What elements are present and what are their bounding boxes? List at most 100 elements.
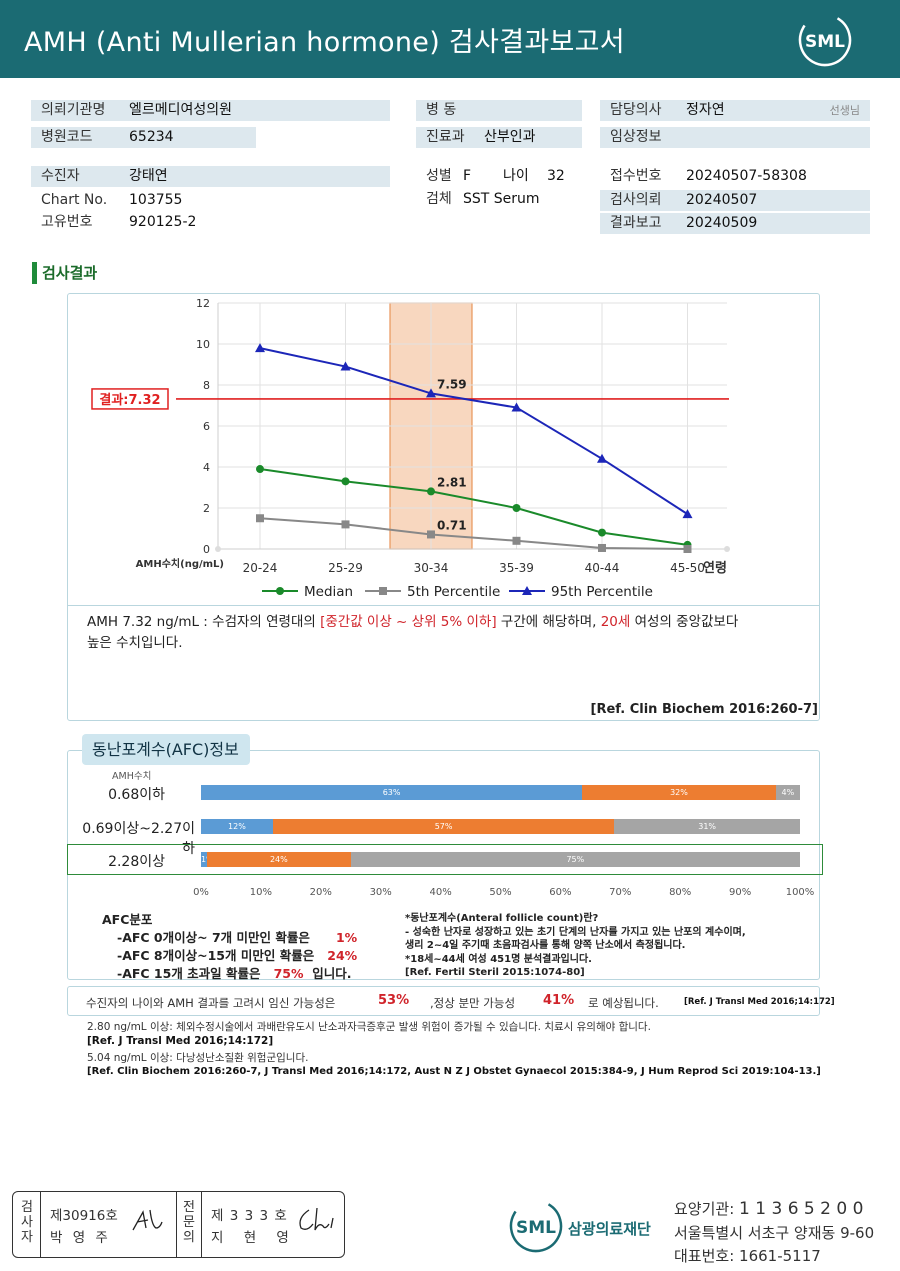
median-point: [276, 587, 284, 595]
afc-tab: 동난포계수(AFC)정보: [82, 734, 250, 765]
afc-row-label: 0.68이하: [108, 787, 165, 803]
series-line: [259, 347, 689, 515]
field-sex-age: 성별 F 나이 32: [416, 166, 586, 187]
field-label: 검사의뢰: [610, 192, 662, 208]
y-tick-label: 12: [196, 297, 210, 310]
afc-axis-tick: 70%: [609, 887, 632, 898]
data-label: 2.81: [437, 475, 467, 489]
afc-axis-tick: 50%: [489, 887, 512, 898]
p5-point: [598, 543, 606, 552]
y-tick-label: 6: [203, 420, 210, 433]
pregnancy-text: 수진자의 나이와 AMH 결과를 고려시 임신 가능성은: [86, 996, 336, 1010]
axis-end: [724, 546, 730, 552]
afc-distribution: AFC분포 -AFC 0개이상~ 7개 미만인 확률은 1% -AFC 8개이상…: [102, 911, 357, 983]
afc-axis-tick: 80%: [669, 887, 692, 898]
median-point: [427, 487, 435, 496]
sml-logo-icon: SML: [798, 13, 852, 67]
examiner-signature: [132, 1209, 163, 1231]
afc-dist-value: 24%: [327, 948, 358, 963]
field-chart-no: Chart No. 103755: [31, 190, 390, 211]
afc-highlight-row: [67, 844, 823, 875]
doctor-value: 정자연: [686, 102, 725, 118]
field-label: 고유번호: [41, 214, 93, 230]
field-ward: 병 동: [416, 100, 582, 121]
afc-dist-text: 입니다.: [312, 966, 352, 981]
field-label: 임상정보: [610, 129, 662, 145]
afc-bar-segment: 31%: [614, 819, 800, 834]
axis-origin: [215, 546, 221, 552]
afc-def-line: *동난포계수(Anteral follicle count)란?: [405, 913, 599, 924]
address: 서울특별시 서초구 양재동 9-60: [674, 1224, 875, 1242]
afc-dist-text: -AFC 0개이상~ 7개 미만인 확률은: [117, 930, 310, 945]
examiner-name: 박 영 주: [50, 1230, 111, 1246]
afc-bar-segment: 63%: [201, 785, 583, 800]
report-header: AMH (Anti Mullerian hormone) 검사결과보고서 SML: [0, 0, 900, 78]
afc-axis-tick: 40%: [429, 887, 452, 898]
field-department: 진료과 산부인과: [416, 127, 582, 148]
afc-bar: 63% 32% 4%: [201, 785, 800, 800]
afc-def-line: 생리 2~4일 주기때 초음파검사를 통해 양쪽 난소에서 측정됩니다.: [405, 940, 686, 951]
afc-row-label: 2.28이상: [108, 854, 165, 870]
afc-axis-tick: 100%: [785, 887, 815, 898]
afc-bar-segment: 12%: [201, 819, 273, 834]
sml-footer-logo-text: SML: [516, 1218, 556, 1238]
median-point: [598, 528, 606, 537]
data-label: 0.71: [437, 518, 467, 532]
sml-footer-logo-icon: SML: [509, 1199, 563, 1253]
afc-bar-segment: 32%: [582, 785, 776, 800]
section-title: 검사결과: [32, 262, 97, 284]
field-doctor: 담당의사 정자연 선생님: [600, 100, 870, 121]
p95-point: [522, 586, 532, 595]
report-date-value: 20240509: [686, 215, 758, 231]
data-label: 7.59: [437, 377, 467, 391]
afc-dist-value: 75%: [273, 966, 304, 981]
age-value: 32: [547, 168, 565, 184]
median-point: [256, 465, 264, 474]
afc-def-line: *18세~44세 여성 451명 분석결과입니다.: [405, 953, 592, 965]
field-institution: 의뢰기관명 엘르메디여성의원: [31, 100, 390, 121]
series-line: [259, 468, 688, 546]
y-tick-label: 8: [203, 379, 210, 392]
department-value: 산부인과: [484, 129, 536, 145]
patient-value: 강태연: [129, 168, 168, 184]
p5-point: [341, 520, 350, 529]
afc-dist-text: -AFC 8개이상~15개 미만인 확률은: [117, 948, 315, 963]
result-comment: AMH 7.32 ng/mL : 수검자의 연령대의 [중간값 이상 ~ 상위 …: [87, 612, 827, 654]
field-label: 병원코드: [41, 129, 93, 145]
institution-value: 엘르메디여성의원: [129, 102, 233, 118]
report-title: AMH (Anti Mullerian hormone) 검사결과보고서: [24, 27, 625, 58]
specialist-license: 제 3 3 3 호: [211, 1208, 288, 1224]
field-label: 진료과: [426, 129, 465, 145]
specimen-value: SST Serum: [463, 191, 540, 207]
chart-container: [67, 293, 820, 721]
series-line: [259, 517, 688, 550]
specialist-signature: [299, 1207, 334, 1231]
note-ohss: 2.80 ng/mL 이상: 체외수정시술에서 과배란유도시 난소과자극증후군 …: [87, 1021, 651, 1033]
x-tick-label: 45-50: [670, 561, 705, 575]
note-ref: [Ref. J Transl Med 2016;14:172]: [87, 1035, 274, 1047]
field-label: 담당의사: [610, 102, 662, 118]
y-tick-label: 10: [196, 338, 210, 351]
pregnancy-value: 53%: [378, 993, 410, 1008]
comment-text: AMH 7.32 ng/mL : 수검자의 연령대의: [87, 614, 321, 630]
sml-logo-text: SML: [805, 32, 845, 52]
age-label: 나이: [503, 168, 529, 184]
specialist-name: 지 현 영: [211, 1230, 297, 1246]
field-label: 수진자: [41, 168, 80, 184]
specimen-label: 검체: [426, 191, 452, 207]
y-tick-label: 4: [203, 461, 210, 474]
p5-point: [427, 530, 435, 539]
note-ref: [Ref. Clin Biochem 2016:260-7, J Transl …: [87, 1066, 821, 1077]
chart-divider: [67, 605, 820, 606]
p95-point: [255, 343, 265, 353]
afc-bar-segment: 75%: [350, 852, 800, 867]
comment-text: 구간에 해당하며,: [496, 614, 601, 630]
median-point: [341, 477, 350, 486]
legend-entry: 5th Percentile: [407, 584, 500, 600]
afc-axis-tick: 90%: [728, 887, 752, 898]
p95-point: [597, 453, 607, 463]
comment-reference: [Ref. Clin Biochem 2016:260-7]: [590, 702, 818, 717]
